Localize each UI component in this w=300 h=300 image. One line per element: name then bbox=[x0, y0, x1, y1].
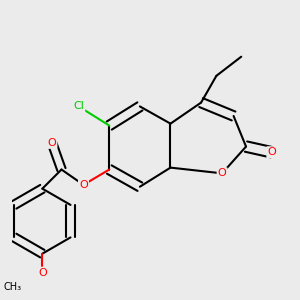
Text: O: O bbox=[218, 168, 226, 178]
Text: O: O bbox=[47, 138, 56, 148]
Text: O: O bbox=[38, 268, 47, 278]
Text: O: O bbox=[79, 180, 88, 190]
Text: O: O bbox=[268, 147, 276, 157]
Text: CH₃: CH₃ bbox=[3, 282, 21, 292]
Text: Cl: Cl bbox=[73, 101, 84, 111]
